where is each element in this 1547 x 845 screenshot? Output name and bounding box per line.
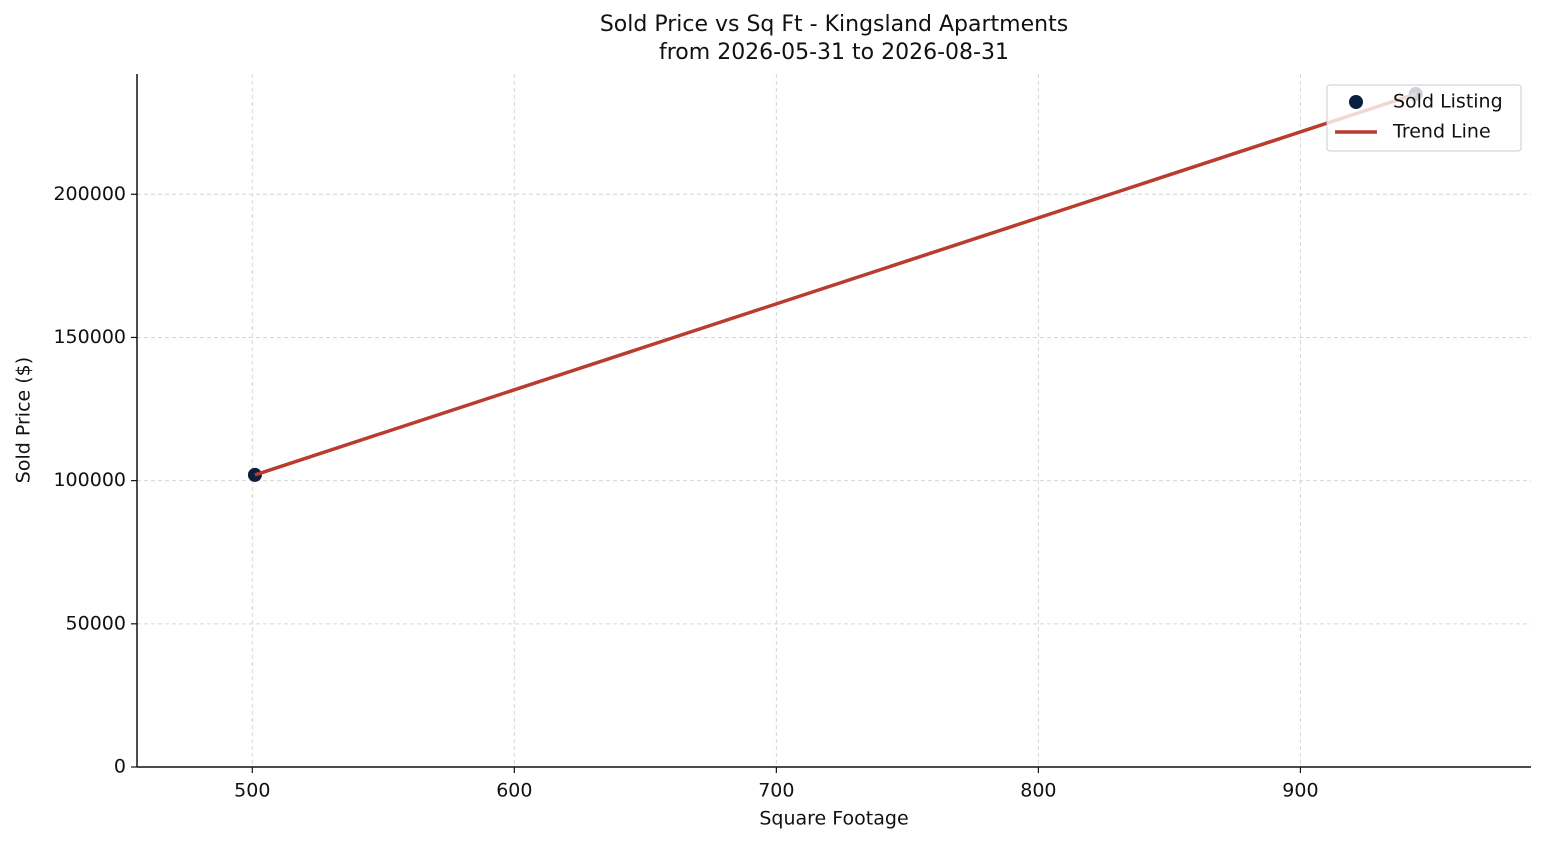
y-tick-label: 0 <box>114 756 126 778</box>
y-tick-label: 100000 <box>53 469 126 491</box>
legend-marker <box>1349 95 1363 109</box>
y-tick-label: 200000 <box>53 183 126 205</box>
legend-label: Sold Listing <box>1393 91 1503 113</box>
y-axis-label: Sold Price ($) <box>13 357 35 483</box>
legend-label: Trend Line <box>1392 121 1491 143</box>
x-axis-label: Square Footage <box>759 808 908 830</box>
y-tick-label: 50000 <box>66 612 126 634</box>
trend-line <box>254 92 1417 477</box>
chart-title: Sold Price vs Sq Ft - Kingsland Apartmen… <box>600 12 1068 37</box>
x-tick-label: 700 <box>758 780 794 802</box>
x-tick-label: 600 <box>496 780 532 802</box>
legend-box <box>1326 84 1522 152</box>
x-tick-label: 800 <box>1020 780 1056 802</box>
chart-subtitle: from 2026-05-31 to 2026-08-31 <box>659 40 1009 65</box>
data-point <box>247 467 262 482</box>
x-tick-label: 500 <box>234 780 270 802</box>
y-tick-label: 150000 <box>53 326 126 348</box>
x-tick-label: 900 <box>1282 780 1318 802</box>
